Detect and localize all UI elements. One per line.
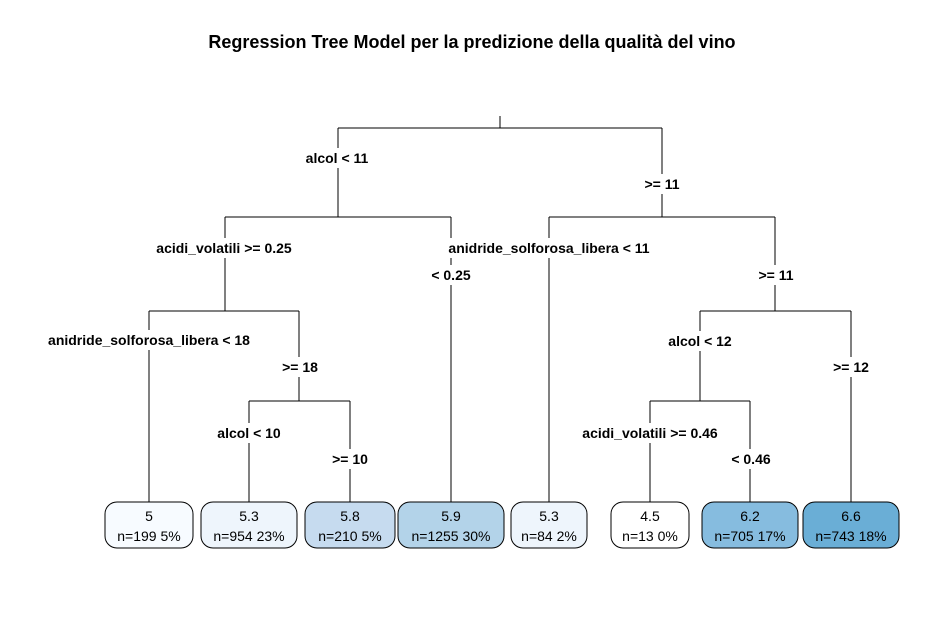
leaf-count: n=954 23%	[213, 528, 284, 544]
split-rrl-right: < 0.46	[731, 451, 771, 467]
split-rrl-left: acidi_volatili >= 0.46	[582, 425, 718, 441]
leaf-count: n=210 5%	[318, 528, 381, 544]
leaf-node: 4.5 n=13 0%	[610, 501, 690, 549]
leaf-node: 5.3 n=954 23%	[200, 501, 298, 549]
leaf-node: 6.6 n=743 18%	[802, 501, 900, 549]
leaf-box	[610, 501, 690, 549]
leaf-value: 4.5	[640, 508, 660, 524]
leaf-box	[701, 501, 799, 549]
split-llr-right: >= 10	[332, 451, 368, 467]
split-r-right: >= 11	[758, 267, 793, 283]
leaf-count: n=84 2%	[521, 528, 577, 544]
split-labels: alcol < 11 >= 11 acidi_volatili >= 0.25 …	[30, 148, 875, 469]
leaf-node: 5.3 n=84 2%	[510, 501, 588, 549]
leaf-value: 6.2	[740, 508, 760, 524]
leaf-box	[510, 501, 588, 549]
leaf-node: 5 n=199 5%	[104, 501, 194, 549]
leaf-nodes: 5 n=199 5% 5.3 n=954 23% 5.8 n=210 5% 5.9 n=125…	[104, 501, 900, 549]
split-root-right: >= 11	[644, 176, 679, 192]
leaf-value: 6.6	[841, 508, 861, 524]
leaf-node: 5.9 n=1255 30%	[397, 501, 505, 549]
leaf-box	[104, 501, 194, 549]
leaf-count: n=13 0%	[622, 528, 678, 544]
leaf-count: n=743 18%	[815, 528, 886, 544]
leaf-count: n=705 17%	[714, 528, 785, 544]
leaf-value: 5	[145, 508, 153, 524]
split-rr-left: alcol < 12	[668, 333, 732, 349]
split-l-right: < 0.25	[431, 267, 471, 283]
split-l-left: acidi_volatili >= 0.25	[156, 240, 292, 256]
leaf-value: 5.3	[539, 508, 559, 524]
split-r-left: anidride_solforosa_libera < 11	[448, 240, 649, 256]
leaf-value: 5.3	[239, 508, 259, 524]
leaf-box	[200, 501, 298, 549]
leaf-box	[304, 501, 396, 549]
split-llr-left: alcol < 10	[217, 425, 281, 441]
chart-title: Regression Tree Model per la predizione …	[208, 32, 735, 52]
split-ll-left: anidride_solforosa_libera < 18	[48, 332, 250, 348]
leaf-box	[802, 501, 900, 549]
split-ll-right: >= 18	[282, 359, 318, 375]
leaf-node: 5.8 n=210 5%	[304, 501, 396, 549]
leaf-node: 6.2 n=705 17%	[701, 501, 799, 549]
leaf-count: n=1255 30%	[411, 528, 490, 544]
leaf-value: 5.9	[441, 508, 461, 524]
tree-edges	[148, 116, 852, 502]
split-root-left: alcol < 11	[306, 150, 369, 166]
leaf-value: 5.8	[340, 508, 360, 524]
leaf-count: n=199 5%	[117, 528, 180, 544]
split-rr-right: >= 12	[833, 359, 869, 375]
leaf-box	[397, 501, 505, 549]
